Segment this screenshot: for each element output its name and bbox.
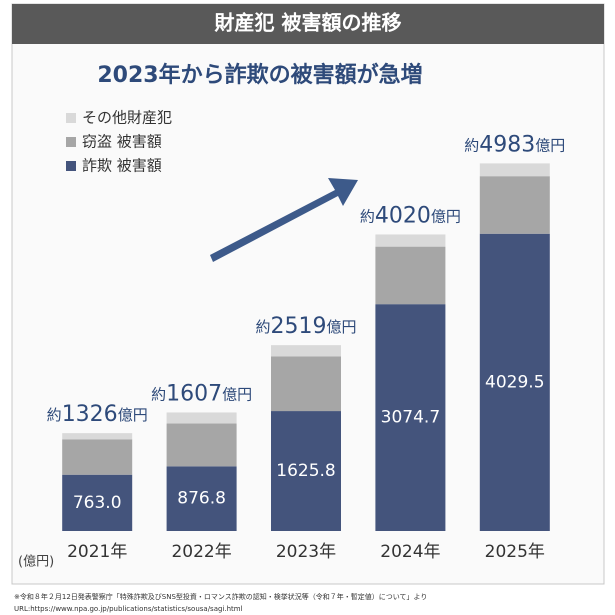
- legend-label: その他財産犯: [82, 109, 172, 127]
- chart-title: 2023年から詐欺の被害額が急増: [97, 62, 422, 88]
- total-suffix: 億円: [431, 207, 461, 225]
- total-value: 4020: [375, 203, 431, 228]
- bar-segment: [479, 163, 550, 177]
- total-label: 約4020億円: [360, 203, 461, 228]
- data-label: 876.8: [177, 489, 226, 509]
- bar-segment: [62, 433, 133, 440]
- x-tick-label: 2025年: [485, 542, 545, 562]
- bar-segment: [62, 474, 133, 531]
- total-prefix: 約: [360, 207, 375, 225]
- total-prefix: 約: [151, 385, 166, 403]
- total-value: 2519: [271, 314, 327, 339]
- header: 財産犯 被害額の推移: [215, 11, 402, 35]
- bar-segment: [271, 345, 341, 357]
- legend-swatch: [66, 161, 76, 171]
- total-label: 約1326億円: [47, 402, 148, 427]
- total-suffix: 億円: [222, 385, 252, 403]
- total-value: 4983: [479, 132, 535, 157]
- data-label: 3074.7: [381, 408, 440, 428]
- legend-swatch: [66, 137, 76, 147]
- bar-segment: [62, 439, 133, 475]
- data-label: 763.0: [73, 493, 122, 513]
- total-suffix: 億円: [327, 318, 357, 336]
- total-prefix: 約: [464, 136, 479, 154]
- bar-segment: [166, 412, 237, 424]
- bar-segment: [479, 176, 550, 234]
- bar-segment: [375, 246, 446, 305]
- footnote: URL:https://www.npa.go.jp/publications/s…: [14, 605, 243, 613]
- legend-label: 詐欺 被害額: [82, 157, 162, 175]
- bar-segment: [271, 411, 341, 531]
- x-tick-label: 2023年: [276, 542, 336, 562]
- bar-segment: [375, 234, 446, 247]
- total-suffix: 億円: [118, 406, 148, 424]
- bar-segment: [166, 423, 237, 467]
- data-label: 4029.5: [485, 372, 544, 392]
- total-label: 約1607億円: [151, 381, 252, 406]
- x-tick-label: 2024年: [380, 542, 440, 562]
- unit-label: (億円): [18, 554, 54, 570]
- total-value: 1607: [166, 381, 222, 406]
- x-tick-label: 2022年: [171, 542, 231, 562]
- bar-segment: [271, 356, 341, 412]
- total-suffix: 億円: [535, 136, 565, 154]
- legend-swatch: [66, 113, 76, 123]
- total-label: 約4983億円: [464, 132, 565, 157]
- data-label: 1625.8: [276, 461, 335, 481]
- bar-segment: [479, 233, 550, 531]
- footnote: ※令和８年２月12日発表警察庁「特殊詐欺及びSNS型投資・ロマンス詐欺の認知・検…: [14, 592, 427, 601]
- header-bar: [12, 4, 604, 44]
- trend-arrow: [210, 178, 358, 262]
- bar-segment: [375, 304, 446, 531]
- total-prefix: 約: [255, 318, 270, 336]
- legend-label: 窃盗 被害額: [82, 133, 162, 151]
- x-tick-label: 2021年: [67, 542, 127, 562]
- total-label: 約2519億円: [255, 314, 356, 339]
- bar-segment: [166, 466, 237, 531]
- total-prefix: 約: [47, 406, 62, 424]
- total-value: 1326: [62, 402, 118, 427]
